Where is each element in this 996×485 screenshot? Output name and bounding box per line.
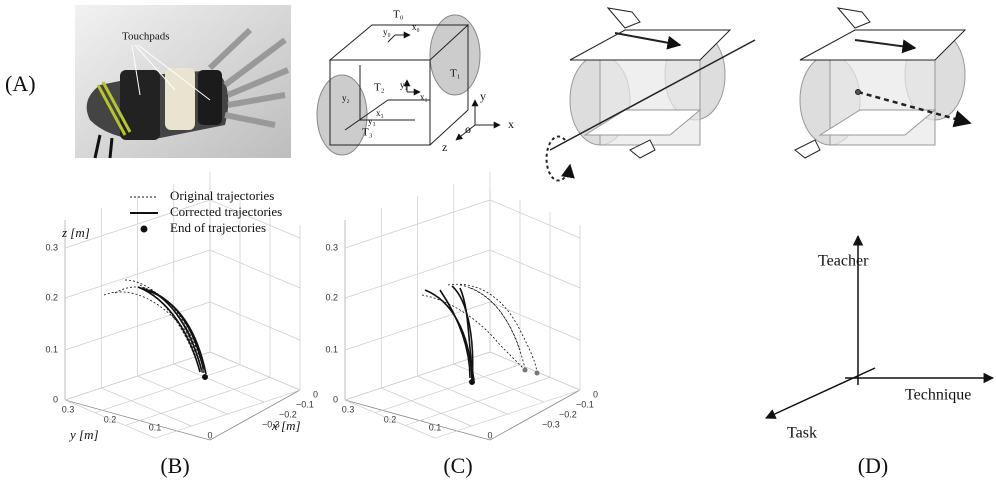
panel-label: (C): [443, 453, 472, 478]
z-tick-label: 0: [333, 394, 338, 404]
z-tick-label: 0.1: [45, 344, 58, 354]
rotate-gesture: [795, 8, 970, 158]
z-tick-label: 0.2: [45, 292, 58, 302]
touchpad-cube: [317, 15, 500, 155]
grid-line: [210, 352, 300, 390]
legend-entry: Corrected trajectories: [170, 204, 282, 219]
legend-entry: Original trajectories: [170, 188, 274, 203]
grid-line: [210, 250, 300, 288]
legend-swatch: [141, 226, 148, 233]
frame-label: x₀: [412, 22, 420, 32]
frame-label: x₁: [420, 92, 428, 102]
y-tick-label: 0.3: [342, 404, 355, 414]
x-tick-label: −0.1: [296, 399, 314, 409]
z-tick-label: 0.1: [325, 344, 338, 354]
grid-line: [345, 400, 435, 438]
grid-line: [454, 364, 544, 402]
axis-label: y [m]: [68, 427, 99, 442]
trajectories: [422, 284, 540, 384]
z-tick-label: 0.3: [45, 242, 58, 252]
panel-label: (A): [5, 71, 36, 96]
x-tick-label: −0.3: [542, 419, 560, 429]
y-tick-label: 0.3: [62, 404, 75, 414]
axis-label: z: [442, 140, 447, 154]
frame-label: y₁: [400, 80, 408, 90]
x-tick-label: 0: [593, 389, 598, 399]
frame-label: x₃: [376, 108, 384, 118]
grid-line: [418, 376, 508, 414]
cube-label: T₂: [374, 82, 385, 94]
grid-line: [490, 200, 580, 238]
z-tick-label: 0: [53, 394, 58, 404]
frame-label: y₃: [368, 116, 376, 126]
grid-line: [490, 352, 580, 390]
cube-label: T₁: [450, 68, 461, 80]
axis-label: y: [480, 89, 486, 103]
axis-label: x: [508, 117, 514, 131]
x-tick-label: −0.1: [576, 399, 594, 409]
axis-label: Task: [787, 425, 817, 442]
translate-gesture: [547, 8, 755, 181]
robot-hand-photo: Touchpads: [75, 5, 291, 158]
cube-label: T₀: [393, 9, 404, 21]
axis-label: z [m]: [61, 225, 90, 240]
cube-label: T₃: [362, 127, 373, 139]
grid-line: [210, 302, 300, 340]
axis-label: o: [465, 122, 471, 136]
x-tick-label: −0.2: [559, 409, 577, 419]
grid-line: [490, 250, 580, 288]
grid-line: [174, 364, 264, 402]
frame-label: y₀: [383, 27, 391, 37]
axis-label: Teacher: [818, 253, 869, 270]
panel-label: (B): [160, 453, 189, 478]
z-tick-label: 0.3: [325, 242, 338, 252]
trajectories: [104, 280, 208, 380]
axis-label: x [m]: [271, 418, 301, 433]
axis-label: Technique: [905, 387, 971, 404]
legend-entry: End of trajectories: [170, 220, 266, 235]
z-tick-label: 0.2: [325, 292, 338, 302]
grid-line: [138, 376, 228, 414]
figure: (A) Touchpads T₀ T₁ T₂ T₃ y₀ x₀ y₁ x₁ y₂: [0, 0, 996, 485]
frame-label: y₂: [342, 93, 350, 103]
panel-label: (D): [858, 453, 889, 478]
grid-line: [490, 302, 580, 340]
photo-label: Touchpads: [122, 31, 170, 43]
x-tick-label: 0: [313, 389, 318, 399]
